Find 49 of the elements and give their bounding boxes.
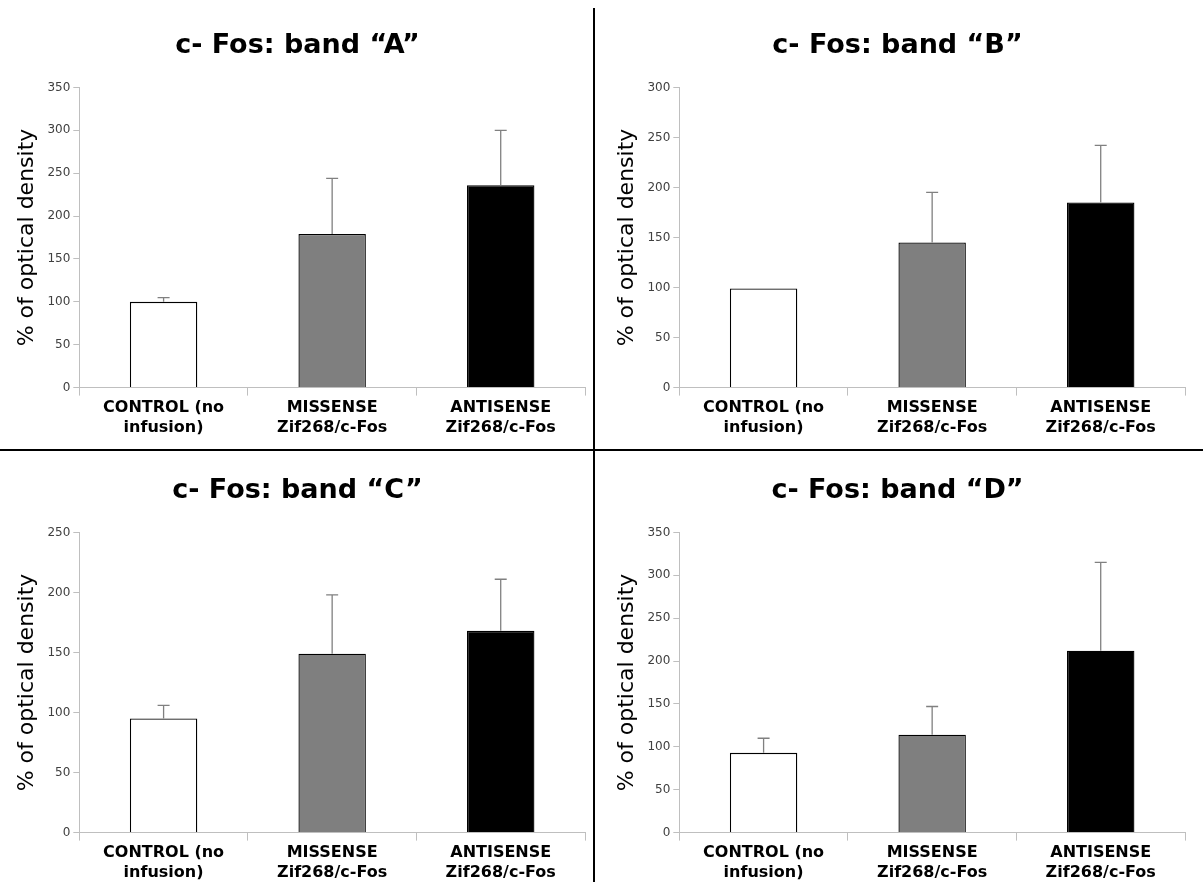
y-tick-label: 200	[647, 179, 671, 194]
y-tick-label: 350	[47, 79, 71, 94]
y-tick-label: 100	[47, 293, 71, 308]
y-tick-label: 150	[47, 251, 71, 266]
y-tick-label: 0	[662, 379, 671, 394]
y-tick-label: 250	[47, 165, 71, 180]
y-axis-title: % of optical density	[612, 128, 638, 347]
y-tick-label: 200	[647, 653, 671, 668]
y-tick-label: 50	[655, 781, 671, 796]
y-tick-label: 150	[47, 644, 71, 659]
y-tick-label: 50	[55, 336, 71, 351]
y-tick-label: 250	[647, 129, 671, 144]
chart-title: c- Fos: band “A”	[175, 28, 420, 60]
x-tick-label: ANTISENSE Zif268/c-Fos	[1045, 842, 1156, 881]
y-tick-label: 100	[47, 704, 71, 719]
y-tick-label: 50	[655, 329, 671, 344]
y-axis-title: % of optical density	[12, 128, 38, 347]
y-tick-label: 200	[47, 208, 71, 223]
y-tick-label: 250	[647, 610, 671, 625]
x-tick-label: CONTROL (no infusion)	[703, 397, 825, 436]
x-tick-label: CONTROL (no infusion)	[103, 842, 225, 881]
y-tick-label: 300	[47, 122, 71, 137]
y-tick-label: 0	[662, 824, 671, 839]
y-tick-label: 200	[47, 584, 71, 599]
chart-title: c- Fos: band “C”	[172, 473, 423, 505]
y-tick-label: 300	[647, 567, 671, 582]
y-tick-label: 300	[647, 79, 671, 94]
y-tick-label: 100	[647, 279, 671, 294]
chart-title: c- Fos: band “B”	[772, 28, 1023, 60]
y-tick-label: 100	[647, 738, 671, 753]
y-axis-title: % of optical density	[612, 573, 638, 792]
y-tick-label: 50	[55, 764, 71, 779]
x-tick-label: CONTROL (no infusion)	[703, 842, 825, 881]
x-tick-label: MISSENSE Zif268/c-Fos	[277, 842, 388, 881]
x-tick-label: MISSENSE Zif268/c-Fos	[877, 842, 988, 881]
x-tick-label: CONTROL (no infusion)	[103, 397, 225, 436]
y-tick-label: 150	[647, 229, 671, 244]
y-tick-label: 350	[647, 524, 671, 539]
y-tick-label: 0	[62, 379, 71, 394]
x-tick-label: MISSENSE Zif268/c-Fos	[877, 397, 988, 436]
y-tick-label: 0	[62, 824, 71, 839]
x-tick-label: ANTISENSE Zif268/c-Fos	[445, 397, 556, 436]
x-tick-label: MISSENSE Zif268/c-Fos	[277, 397, 388, 436]
y-axis-title: % of optical density	[12, 573, 38, 792]
x-tick-label: ANTISENSE Zif268/c-Fos	[1045, 397, 1156, 436]
y-tick-label: 150	[647, 696, 671, 711]
x-tick-label: ANTISENSE Zif268/c-Fos	[445, 842, 556, 881]
y-tick-label: 250	[47, 524, 71, 539]
chart-title: c- Fos: band “D”	[771, 473, 1024, 505]
